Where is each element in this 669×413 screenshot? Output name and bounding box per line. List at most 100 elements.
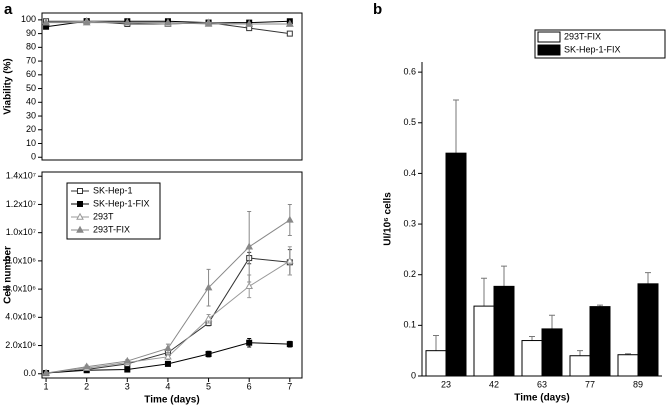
y-axis-label: Viability (%) [3, 58, 14, 115]
x-tick-label: 4 [165, 381, 170, 391]
x-axis-label: Time (days) [514, 393, 569, 404]
legend-label: SK-Hep-1 [93, 185, 133, 195]
x-tick-label: 5 [206, 381, 211, 391]
y-tick-label: 20 [26, 124, 36, 134]
marker [77, 201, 83, 207]
marker [245, 19, 254, 27]
y-tick-label: 1.4x10⁷ [6, 171, 36, 181]
y-tick-label: 6.0x10⁶ [5, 283, 36, 293]
y-axis-label: UI/10⁶ cells [383, 192, 394, 246]
legend-swatch [537, 44, 561, 56]
error-bar [549, 314, 555, 329]
plot-frame [41, 12, 303, 161]
marker [204, 19, 213, 27]
y-tick-label: 0.3 [403, 218, 416, 228]
marker [164, 344, 172, 352]
marker [205, 351, 212, 358]
y-tick-label: 0.2 [403, 269, 416, 279]
y-tick-label: 50 [26, 83, 36, 93]
marker [204, 314, 213, 322]
legend-label: 293T [93, 211, 114, 221]
bar [617, 354, 639, 377]
x-tick-label: 2 [84, 381, 89, 391]
y-tick-label: 0.1 [403, 320, 416, 330]
y-tick-label: 100 [21, 14, 36, 24]
y-axis-label: Cell number [3, 246, 14, 304]
x-tick-label: 3 [125, 381, 130, 391]
bar [569, 355, 591, 377]
marker [246, 339, 253, 346]
bar [473, 305, 495, 377]
y-tick-label: 0.5 [403, 117, 416, 127]
marker [245, 242, 254, 250]
bar [541, 328, 563, 377]
error-bar [645, 272, 651, 284]
legend-label: 293T-FIX [93, 224, 130, 234]
bar [445, 152, 467, 377]
marker [164, 360, 171, 367]
x-tick-label: 89 [633, 379, 643, 389]
marker [286, 30, 293, 37]
marker [204, 283, 213, 291]
legend-label: SK-Hep-1-FIX [93, 198, 150, 208]
x-tick-label: 6 [247, 381, 252, 391]
legend-label: 293T-FIX [564, 31, 601, 41]
marker [285, 19, 294, 27]
marker [76, 212, 84, 220]
y-tick-label: 0.4 [403, 168, 416, 178]
error-bar [453, 99, 459, 154]
bar [493, 285, 515, 377]
error-bar [481, 277, 487, 307]
marker [82, 362, 91, 370]
marker [245, 282, 254, 289]
x-axis-label: Time (days) [144, 395, 199, 406]
y-tick-label: 0.0 [23, 368, 36, 378]
x-tick-label: 7 [287, 381, 292, 391]
marker [77, 188, 83, 194]
marker [124, 366, 131, 373]
x-tick-label: 1 [44, 381, 49, 391]
marker [285, 215, 294, 223]
y-tick-label: 10 [26, 138, 36, 148]
marker [285, 256, 294, 264]
legend-label: SK-Hep-1-FIX [564, 44, 621, 54]
marker [286, 341, 293, 348]
bar [425, 350, 447, 377]
error-bar [529, 335, 535, 341]
plot-frame [41, 171, 303, 379]
x-tick-label: 63 [537, 379, 547, 389]
x-tick-label: 77 [585, 379, 595, 389]
marker [123, 356, 132, 364]
x-tick-label: 23 [441, 379, 451, 389]
marker [76, 225, 84, 233]
bar [521, 340, 543, 377]
marker [123, 18, 132, 26]
y-tick-label: 90 [26, 28, 36, 38]
y-tick-label: 4.0x10⁶ [5, 312, 36, 322]
y-tick-label: 2.0x10⁶ [5, 340, 36, 350]
legend-swatch [537, 31, 561, 43]
y-tick-label: 80 [26, 42, 36, 52]
bar [637, 283, 659, 377]
y-tick-label: 40 [26, 97, 36, 107]
x-tick-label: 42 [489, 379, 499, 389]
marker [164, 352, 172, 360]
y-tick-label: 1.0x10⁷ [6, 227, 36, 237]
y-tick-label: 30 [26, 110, 36, 120]
y-tick-label: 60 [26, 69, 36, 79]
marker [164, 18, 172, 26]
marker [42, 18, 50, 26]
y-tick-label: 0 [411, 370, 416, 380]
y-tick-label: 8.0x10⁶ [5, 255, 36, 265]
y-tick-label: 0.6 [403, 67, 416, 77]
panel-label: b [373, 1, 382, 18]
error-bar [501, 265, 507, 287]
panel-label: a [4, 1, 13, 18]
marker [42, 368, 50, 376]
error-bar [433, 334, 439, 351]
error-bar [577, 350, 583, 356]
bar [589, 306, 611, 377]
y-tick-label: 1.2x10⁷ [6, 199, 36, 209]
y-tick-label: 0 [31, 152, 36, 162]
